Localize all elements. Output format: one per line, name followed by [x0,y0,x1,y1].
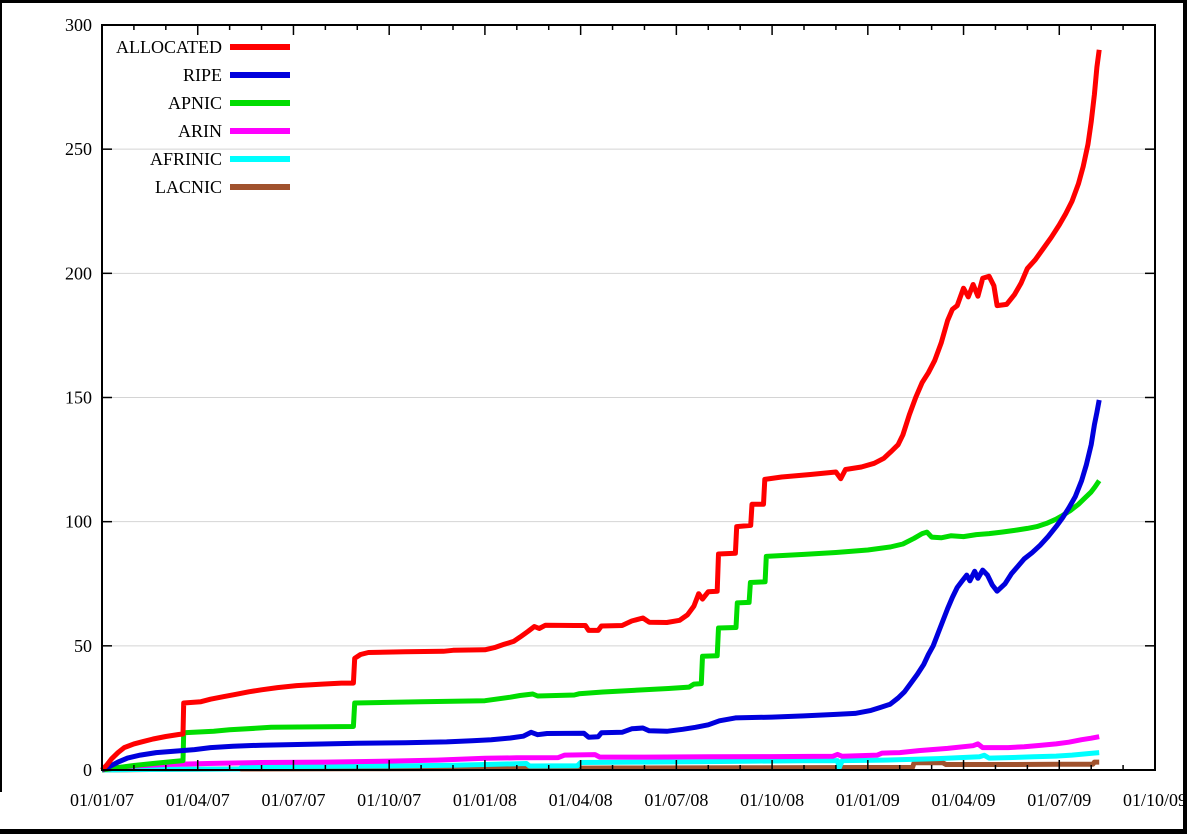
x-tick-label: 01/07/08 [644,790,708,810]
legend-label-ripe: RIPE [183,65,222,85]
y-tick-label: 250 [65,139,92,159]
legend-label-allocated: ALLOCATED [116,37,222,57]
x-tick-label: 01/04/08 [549,790,613,810]
window-frame-top [0,0,1187,3]
x-tick-label: 01/10/08 [740,790,804,810]
x-tick-label: 01/01/09 [836,790,900,810]
window-frame-bottom [0,829,1187,834]
x-tick-label: 01/07/09 [1027,790,1091,810]
y-tick-label: 100 [65,512,92,532]
x-tick-label: 01/04/07 [166,790,230,810]
series-line-afrinic [101,750,1100,773]
window-frame-right [1183,0,1187,834]
x-tick-label: 01/01/07 [70,790,134,810]
legend-label-apnic: APNIC [168,93,222,113]
y-tick-label: 50 [74,636,92,656]
y-tick-label: 300 [65,15,92,35]
y-tick-label: 0 [83,760,92,780]
series-line-apnic [101,479,1102,773]
x-tick-label: 01/04/09 [932,790,996,810]
y-tick-label: 150 [65,388,92,408]
legend-label-lacnic: LACNIC [155,177,222,197]
series-line-allocated [100,49,1102,772]
y-tick-label: 200 [65,263,92,283]
series-line-arin [101,734,1100,773]
window-frame-left [0,0,2,792]
x-tick-label: 01/07/07 [261,790,325,810]
series-line-ripe [100,399,1102,773]
legend-label-arin: ARIN [178,121,222,141]
x-tick-label: 01/10/07 [357,790,421,810]
legend-label-afrinic: AFRINIC [150,149,222,169]
x-tick-label: 01/10/09 [1123,790,1187,810]
x-tick-label: 01/01/08 [453,790,517,810]
